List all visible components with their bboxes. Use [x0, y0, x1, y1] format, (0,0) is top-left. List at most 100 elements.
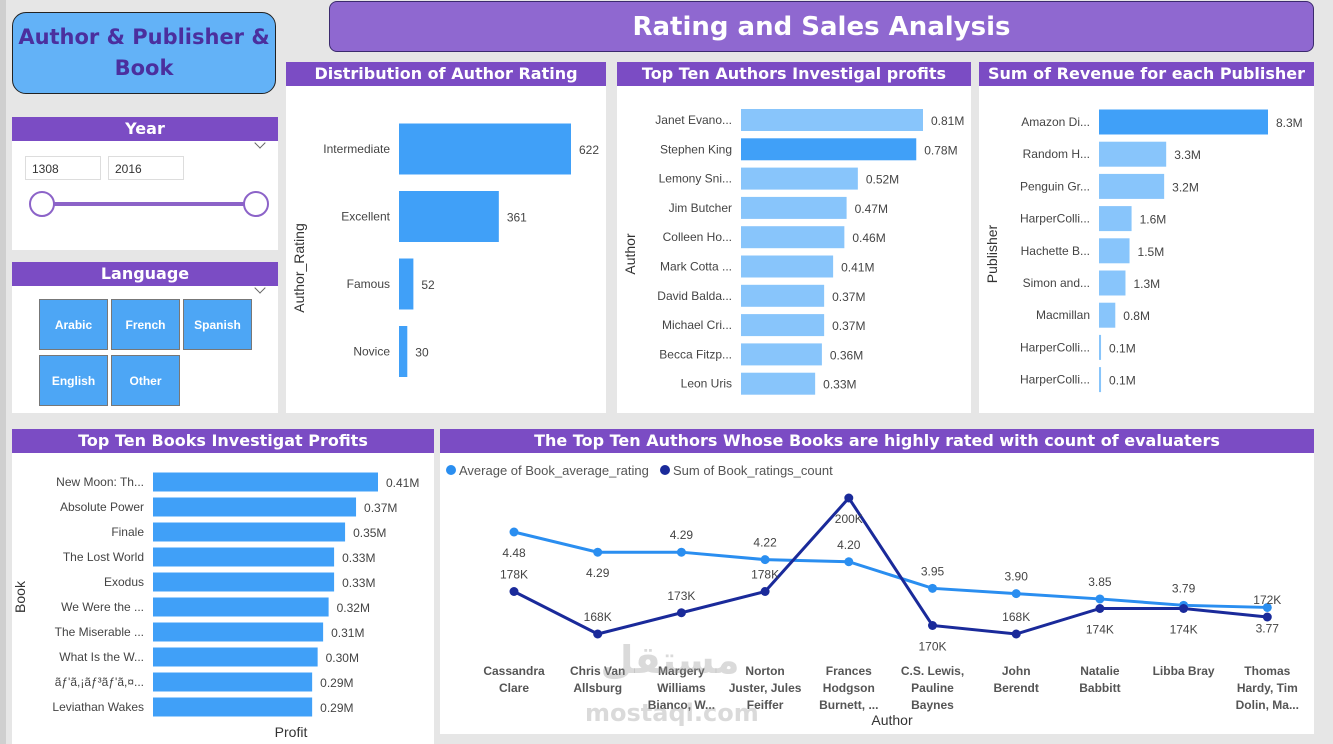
category-label: Natalie	[1080, 664, 1120, 678]
author-rating-chart: Author_Rating Intermediate 622 Excellent 361…	[291, 123, 599, 377]
category-label: Leviathan Wakes	[52, 700, 144, 714]
bar	[1099, 206, 1132, 232]
category-label: Burnett, ...	[819, 698, 878, 712]
bar	[741, 196, 847, 219]
category-label: Libba Bray	[1153, 664, 1215, 678]
language-option-arabic[interactable]: Arabic	[39, 299, 108, 350]
book-profits-panel: Top Ten Books Investigat Profits Book Pro…	[12, 429, 434, 744]
category-label: Random H...	[1023, 147, 1090, 161]
data-label: 0.30M	[326, 651, 359, 665]
bar	[741, 372, 816, 395]
author-profits-title: Top Ten Authors Investigal profits	[617, 62, 971, 86]
bar	[153, 647, 318, 667]
year-start-input[interactable]: 1308	[25, 156, 101, 180]
data-point	[676, 608, 686, 618]
category-label: Baynes	[911, 698, 954, 712]
bar	[399, 191, 499, 242]
year-end-input[interactable]: 2016	[108, 156, 184, 180]
category-label: Pauline	[911, 681, 954, 695]
data-label: 0.37M	[832, 319, 865, 333]
data-label: 3.79	[1172, 581, 1196, 595]
bar	[153, 472, 378, 492]
data-label: 0.46M	[852, 231, 885, 245]
category-label: David Balda...	[657, 289, 732, 303]
data-label: 0.29M	[320, 701, 353, 715]
data-point	[593, 629, 603, 639]
category-label: Leon Uris	[681, 377, 732, 391]
bar	[1099, 238, 1130, 264]
author-rating-panel: Distribution of Author Rating Author_Rat…	[286, 62, 606, 413]
category-label: Babbitt	[1079, 681, 1120, 695]
author-ratings-line-panel: The Top Ten Authors Whose Books are high…	[440, 429, 1314, 734]
data-label: 0.37M	[832, 290, 865, 304]
data-point	[593, 547, 603, 557]
data-label: 4.48	[502, 546, 526, 560]
bar	[741, 109, 923, 131]
data-label: 3.85	[1088, 575, 1112, 589]
category-label: The Miserable ...	[55, 625, 144, 639]
category-label: Penguin Gr...	[1020, 179, 1090, 193]
data-point	[1095, 594, 1105, 604]
bar	[741, 226, 845, 249]
bar	[741, 314, 825, 337]
data-point	[676, 547, 686, 557]
data-label: 0.31M	[331, 626, 364, 640]
data-label: 3.77	[1256, 621, 1280, 635]
category-label: Lemony Sni...	[659, 172, 732, 186]
bar	[1099, 367, 1102, 393]
bar	[1099, 302, 1116, 328]
language-option-english[interactable]: English	[39, 355, 108, 406]
bar	[153, 622, 324, 642]
bar	[741, 167, 858, 190]
bar	[741, 138, 917, 161]
data-point	[928, 583, 937, 593]
bar	[1099, 270, 1126, 296]
series-line	[513, 530, 1268, 609]
data-point	[509, 527, 519, 537]
category-label: Dolin, Ma...	[1236, 698, 1299, 712]
data-label: 168K	[584, 610, 612, 624]
category-label: Allsburg	[573, 681, 622, 695]
category-label: Intermediate	[323, 142, 390, 156]
language-slicer-title: Language	[12, 262, 278, 286]
category-label: Finale	[111, 525, 144, 539]
year-slider-start-handle[interactable]	[29, 191, 55, 217]
category-label: HarperColli...	[1020, 373, 1090, 387]
data-label: 0.36M	[830, 348, 863, 362]
category-label: Clare	[499, 681, 529, 695]
category-label: Feiffer	[747, 698, 784, 712]
data-label: 52	[421, 278, 435, 292]
bar	[153, 522, 346, 542]
category-label: Hodgson	[823, 681, 875, 695]
category-label: Exodus	[104, 575, 144, 589]
data-label: 174K	[1170, 623, 1198, 637]
data-label: 3.90	[1005, 570, 1029, 584]
data-point	[1011, 589, 1021, 599]
language-option-spanish[interactable]: Spanish	[183, 299, 252, 350]
author-ratings-line-chart: Average of Book_average_rating Sum of Boo…	[446, 463, 1299, 728]
bar	[1099, 109, 1268, 135]
bar	[399, 326, 408, 377]
category-label: John	[1002, 664, 1031, 678]
data-label: 174K	[1086, 623, 1114, 637]
data-label: 4.29	[586, 566, 610, 580]
language-option-other[interactable]: Other	[111, 355, 180, 406]
data-label: 0.37M	[364, 501, 397, 515]
data-point	[844, 493, 854, 503]
data-label: 0.78M	[924, 143, 957, 157]
category-label: New Moon: Th...	[56, 475, 144, 489]
language-option-french[interactable]: French	[111, 299, 180, 350]
author-profits-panel: Top Ten Authors Investigal profits Autho…	[617, 62, 971, 413]
data-label: 3.95	[921, 564, 945, 578]
data-label: 0.81M	[931, 114, 964, 128]
category-label: Michael Cri...	[662, 318, 732, 332]
year-slider-track[interactable]	[42, 202, 256, 206]
data-point	[1262, 602, 1272, 612]
author-rating-title: Distribution of Author Rating	[286, 62, 606, 86]
bar	[741, 284, 825, 307]
data-label: 0.33M	[342, 551, 375, 565]
category-label: Margery	[658, 664, 705, 678]
bar	[741, 343, 822, 366]
data-label: 3.3M	[1174, 148, 1201, 162]
year-slider-end-handle[interactable]	[243, 191, 269, 217]
